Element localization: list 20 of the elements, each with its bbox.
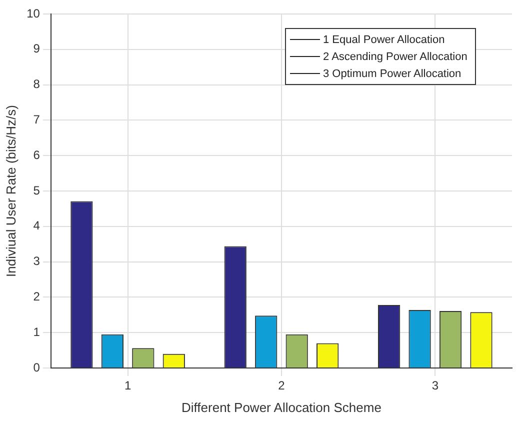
y-tick-label: 4	[33, 218, 40, 233]
y-tick-label: 9	[33, 42, 40, 56]
y-tick-label: 10	[26, 6, 40, 20]
y-tick-label: 8	[33, 77, 40, 92]
key-box: 1 Equal Power Allocation 2 Ascending Power Allocation 3 Optimum Power Allocation	[285, 28, 476, 85]
annotation: 1 Equal Power Allocation	[323, 34, 445, 46]
annotation: 2 Ascending Power Allocation	[323, 50, 468, 62]
y-axis-title: Indiviual User Rate (bits/Hz/s)	[3, 105, 18, 277]
y-tick-label: 6	[33, 148, 40, 162]
y-tick-label: 5	[33, 183, 40, 198]
y-tick-label: 3	[33, 254, 40, 268]
x-axis-title: Different Power Allocation Scheme	[182, 400, 382, 415]
x-tick-label: 2	[278, 378, 286, 393]
y-tick-label: 1	[33, 324, 40, 339]
y-tick-label: 0	[33, 360, 40, 374]
x-tick-label: 1	[124, 378, 132, 393]
y-tick-label: 2	[33, 290, 40, 304]
y-tick-label: 7	[33, 112, 40, 127]
x-tick-label: 3	[432, 378, 439, 393]
annotation: 3 Optimum Power Allocation	[323, 68, 462, 80]
